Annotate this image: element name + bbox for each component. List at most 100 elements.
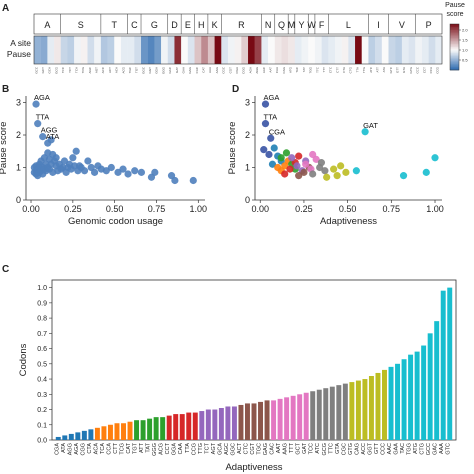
- amino-acid-label: C: [131, 20, 138, 30]
- y-tick-label: 0.8: [37, 316, 47, 323]
- codon-tick-label: AAT: [268, 67, 272, 73]
- scatter-point: [288, 154, 296, 162]
- x-axis-title: Adaptiveness: [320, 216, 377, 227]
- heatmap-cell: [294, 36, 302, 64]
- heatmap-cell: [375, 36, 383, 64]
- codon-tick-label: CGC: [222, 66, 226, 74]
- codon-tick-label: CTA: [342, 67, 346, 73]
- y-tick-label: 0.3: [37, 392, 47, 399]
- colorbar-segment: [450, 63, 459, 66]
- x-tick-label: CGT: [250, 442, 256, 454]
- heatmap-cell: [355, 36, 362, 64]
- bar: [218, 408, 224, 440]
- amino-acid-label: Y: [299, 20, 305, 30]
- x-tick-label: CTC: [243, 443, 249, 454]
- scatter-point: [431, 154, 439, 162]
- x-tick-label: CTT: [113, 442, 119, 453]
- y-tick-label: 1.0: [37, 285, 47, 292]
- bar: [244, 403, 250, 440]
- x-tick-label: GTG: [348, 443, 354, 455]
- bar: [153, 417, 159, 440]
- heatmap-cell: [274, 36, 282, 64]
- point-annotation: TTA: [36, 113, 50, 122]
- scatter-point: [286, 165, 294, 173]
- heatmap-cell: [194, 36, 202, 64]
- bar: [160, 417, 166, 440]
- bar: [140, 420, 146, 440]
- y-tick-label: 0.0: [37, 438, 47, 445]
- scatter-panel-d: 0.00 0.25 0.50 0.75 1.00 0 1 2 3 Adaptiveness Paus…: [227, 93, 444, 227]
- scatter-point: [361, 128, 369, 136]
- point-annotation: ATA: [46, 132, 59, 141]
- codon-tick-label: ACA: [115, 67, 119, 73]
- codon-tick-label: CTC: [329, 66, 333, 73]
- scatter-point: [333, 172, 341, 180]
- x-tick-label: ACA: [93, 443, 99, 455]
- codon-tick-label: CTT: [335, 67, 339, 73]
- heatmap-cell: [321, 36, 329, 64]
- x-tick-label: GCA: [217, 443, 223, 455]
- heatmap-cell: [261, 36, 269, 64]
- codon-tick-label: TAC: [295, 66, 299, 73]
- bar: [342, 383, 348, 440]
- colorbar-frame: [449, 23, 460, 71]
- heatmap-cell: [114, 36, 122, 64]
- codon-tick-label: GTC: [389, 66, 393, 73]
- bar: [258, 401, 264, 440]
- codon-tick-label: TTC: [315, 66, 319, 73]
- heatmap-cell: [415, 36, 423, 64]
- x-tick-label: CAC: [270, 443, 276, 455]
- y-tick-label: 2: [16, 130, 21, 140]
- colorbar-segment: [450, 51, 459, 54]
- scatter-point: [277, 154, 285, 162]
- codon-tick-label: GAC: [168, 66, 172, 73]
- colorbar-label-line2: score: [446, 11, 463, 18]
- heatmap-cell: [314, 36, 322, 64]
- codon-tick-label: AAC: [262, 66, 266, 73]
- bar: [388, 366, 394, 440]
- heatmap-cell: [381, 36, 389, 64]
- bar: [414, 351, 420, 440]
- x-tick-label: 0.00: [251, 204, 269, 214]
- heatmap-cell: [47, 36, 55, 64]
- x-tick-label: GTC: [446, 443, 452, 455]
- amino-acid-label: W: [307, 20, 316, 30]
- heatmap-cell: [248, 36, 255, 64]
- colorbar-segment: [450, 39, 459, 42]
- bar: [121, 423, 126, 440]
- codon-tick-label: CTG: [349, 66, 353, 73]
- y-tick-label: 1: [16, 163, 21, 173]
- heatmap-cell: [127, 36, 135, 64]
- colorbar-segment: [450, 36, 459, 39]
- x-tick-label: ACT: [237, 442, 243, 454]
- codon-tick-label: TCG: [81, 66, 85, 73]
- heatmap-cell: [435, 36, 443, 64]
- codon-tick-label: ATA: [382, 67, 386, 72]
- y-tick-label: 0.5: [37, 361, 47, 368]
- scatter-point: [80, 167, 89, 175]
- bar: [440, 290, 446, 440]
- x-tick-label: ATC: [315, 443, 321, 454]
- amino-acid-label: I: [377, 20, 380, 30]
- scatter-point: [69, 154, 77, 162]
- bar: [147, 418, 153, 440]
- row-label-pause: Pause: [7, 49, 31, 59]
- colorbar-segment: [450, 33, 459, 36]
- heatmap-cell: [54, 36, 61, 64]
- heatmap-cell: [107, 36, 115, 64]
- x-tick-label: GGG: [152, 443, 158, 456]
- y-tick-label: 0: [245, 195, 250, 205]
- scatter-point: [282, 149, 291, 157]
- x-tick-label: TGG: [407, 443, 413, 455]
- heatmap-cell: [94, 36, 102, 64]
- amino-acid-label: L: [346, 20, 351, 30]
- x-tick-label: TCA: [100, 443, 106, 454]
- x-tick-label: TTT: [289, 442, 295, 453]
- x-tick-label: TAC: [400, 443, 406, 454]
- codon-tick-label: ATT: [375, 67, 379, 73]
- x-tick-label: ACG: [159, 443, 165, 455]
- colorbar-segment: [450, 31, 459, 34]
- bar: [88, 429, 94, 440]
- scatter-point: [330, 165, 338, 173]
- x-tick-label: GCC: [426, 443, 432, 455]
